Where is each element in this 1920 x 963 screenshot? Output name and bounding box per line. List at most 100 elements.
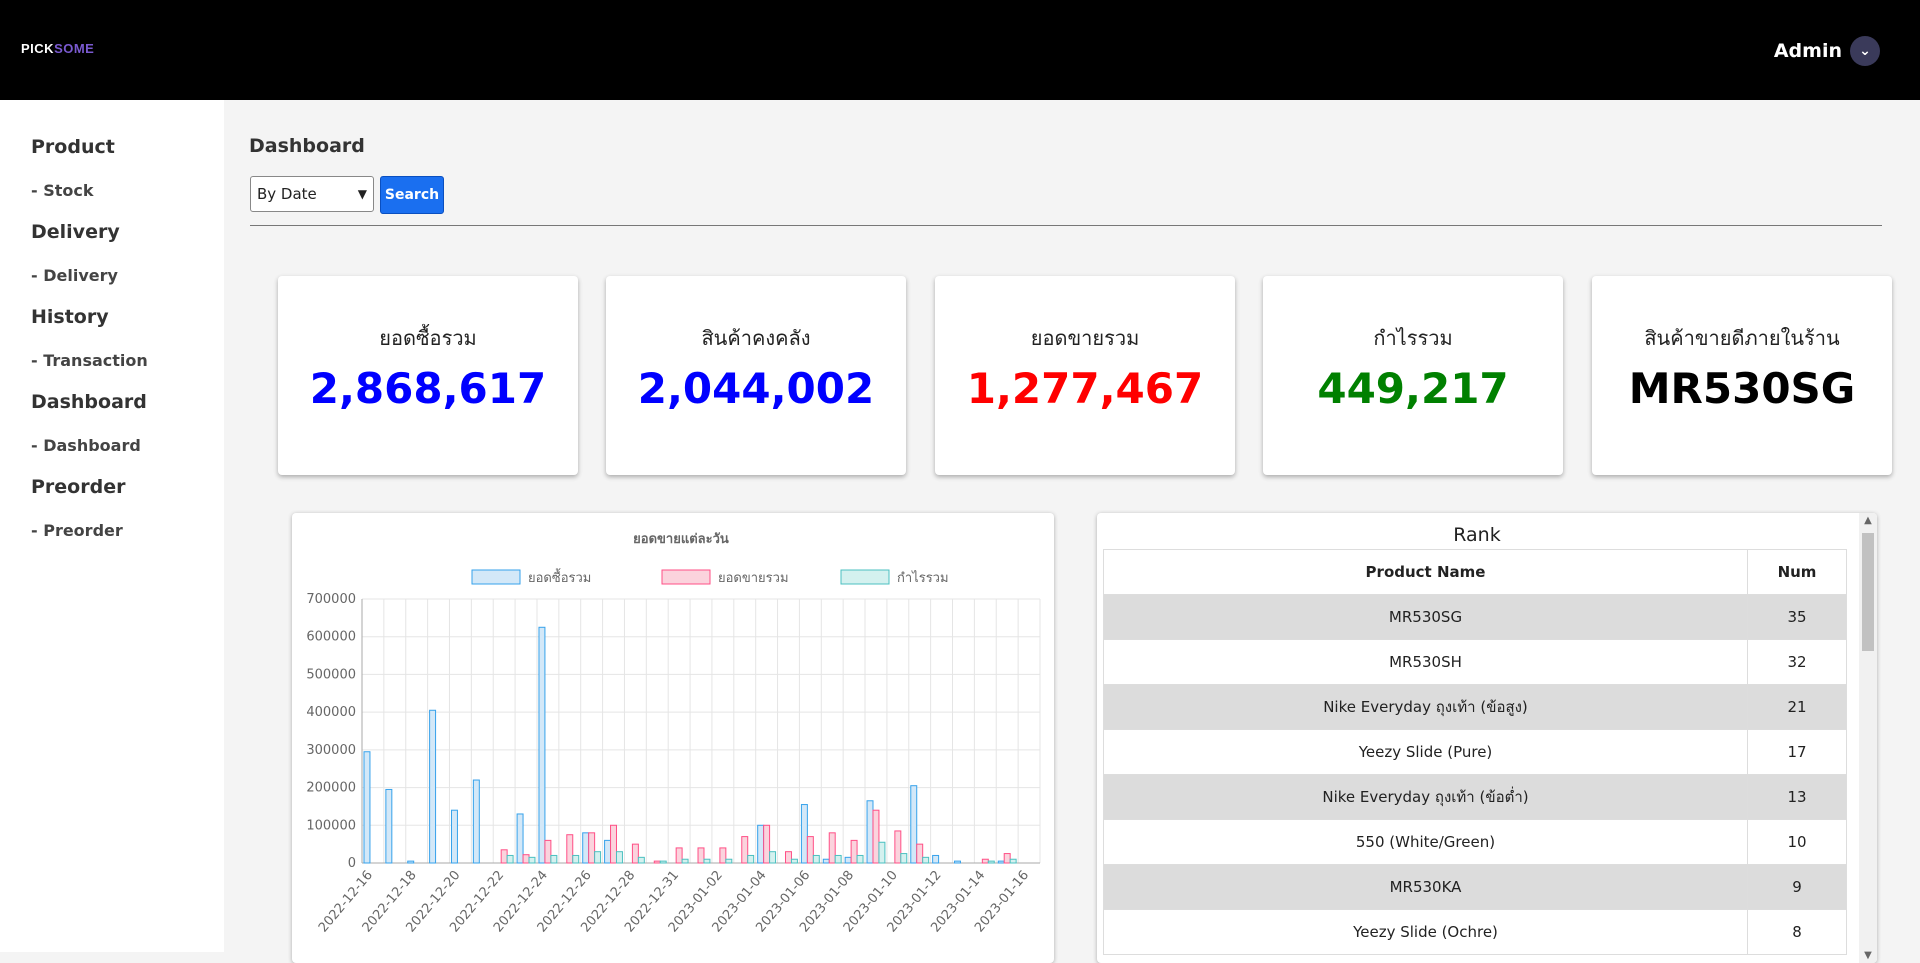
top-navbar: PICKSOME Admin ⌄ xyxy=(0,0,1920,100)
sidebar-item-delivery[interactable]: - Delivery xyxy=(31,266,118,285)
sidebar-item-dashboard[interactable]: - Dashboard xyxy=(31,436,141,455)
rank-table: Product Name Num MR530SG 35 MR530SH 32 Nik… xyxy=(1103,549,1847,955)
table-row: Yeezy Slide (Ochre) 8 xyxy=(1103,909,1847,955)
stat-card-inventory: สินค้าคงคลัง 2,044,002 xyxy=(606,276,906,475)
product-name-cell: Yeezy Slide (Ochre) xyxy=(1103,909,1748,955)
legend-swatch xyxy=(840,569,890,585)
logo-text-main: PICK xyxy=(21,41,55,56)
num-cell: 35 xyxy=(1747,594,1847,640)
sidebar-heading-dashboard[interactable]: Dashboard xyxy=(31,391,147,413)
bar xyxy=(363,751,371,864)
table-row: MR530SH 32 xyxy=(1103,639,1847,685)
bar xyxy=(922,856,930,864)
y-tick-label: 100000 xyxy=(306,818,356,833)
sidebar-item-stock[interactable]: - Stock xyxy=(31,181,94,200)
column-header-product-name[interactable]: Product Name xyxy=(1103,549,1748,595)
bar xyxy=(528,856,536,864)
bar xyxy=(582,832,590,864)
bar xyxy=(506,854,514,864)
rank-scrollbar[interactable]: ▲ ▼ xyxy=(1859,513,1877,963)
bar xyxy=(850,839,858,864)
table-header-row: Product Name Num xyxy=(1103,549,1847,595)
column-header-num[interactable]: Num xyxy=(1747,549,1847,595)
stat-label: สินค้าขายดีภายในร้าน xyxy=(1644,326,1840,350)
scroll-thumb[interactable] xyxy=(1862,533,1874,651)
product-name-cell: MR530KA xyxy=(1103,864,1748,910)
bar xyxy=(900,853,908,864)
stat-card-best-seller: สินค้าขายดีภายในร้าน MR530SG xyxy=(1592,276,1892,475)
bar xyxy=(828,832,836,864)
sidebar-item-transaction[interactable]: - Transaction xyxy=(31,351,148,370)
bar xyxy=(741,836,749,864)
stat-label: ยอดซื้อรวม xyxy=(379,326,477,350)
y-tick-label: 0 xyxy=(348,856,356,871)
bar xyxy=(878,841,886,864)
daily-sales-chart-panel: ยอดขายแต่ละวัน ยอดซื้อรวม ยอดขายรวม กำไรรวม… xyxy=(292,513,1054,963)
brand-logo[interactable]: PICKSOME xyxy=(21,41,94,56)
table-row: Nike Everyday ถุงเท้า (ข้อต่ำ) 13 xyxy=(1103,774,1847,820)
bar xyxy=(407,860,415,864)
bar xyxy=(637,856,645,864)
sidebar-heading-preorder[interactable]: Preorder xyxy=(31,476,126,498)
chart-title: ยอดขายแต่ละวัน xyxy=(633,532,729,547)
bar xyxy=(697,847,705,864)
bar xyxy=(866,800,874,864)
bar xyxy=(812,854,820,864)
bar xyxy=(385,788,393,864)
chevron-down-icon[interactable]: ⌄ xyxy=(1850,36,1880,66)
y-tick-label: 500000 xyxy=(306,667,356,682)
bar xyxy=(429,709,437,864)
bar xyxy=(790,858,798,864)
stat-value: 1,277,467 xyxy=(966,364,1204,413)
search-button[interactable]: Search xyxy=(380,176,444,214)
sidebar-item-preorder[interactable]: - Preorder xyxy=(31,521,123,540)
bar xyxy=(544,839,552,864)
stat-label: ยอดขายรวม xyxy=(1030,326,1140,350)
legend-swatch xyxy=(471,569,521,585)
legend-label: กำไรรวม xyxy=(897,570,949,586)
product-name-cell: 550 (White/Green) xyxy=(1103,819,1748,865)
bar xyxy=(834,854,842,864)
page-title: Dashboard xyxy=(249,135,365,157)
bar xyxy=(981,858,989,864)
table-row: MR530KA 9 xyxy=(1103,864,1847,910)
bar xyxy=(757,824,765,864)
bar xyxy=(806,836,814,864)
user-menu[interactable]: Admin ⌄ xyxy=(1774,36,1880,66)
rank-title: Rank xyxy=(1453,524,1501,546)
date-filter-select[interactable]: By Date ▼ xyxy=(250,176,374,212)
num-cell: 17 xyxy=(1747,729,1847,775)
bar xyxy=(588,832,596,864)
bar xyxy=(872,809,880,864)
filter-selected-value: By Date xyxy=(257,185,317,203)
logo-text-accent: SOME xyxy=(54,41,95,56)
bar xyxy=(610,824,617,864)
bar xyxy=(785,851,792,864)
sidebar: Product - Stock Delivery - Delivery Hist… xyxy=(0,100,224,952)
sidebar-heading-history[interactable]: History xyxy=(31,306,109,328)
bar xyxy=(681,858,689,864)
y-tick-label: 600000 xyxy=(306,630,356,645)
bar xyxy=(472,779,480,864)
scroll-down-icon[interactable]: ▼ xyxy=(1864,950,1872,961)
bar xyxy=(522,854,530,864)
table-row: 550 (White/Green) 10 xyxy=(1103,819,1847,865)
product-name-cell: MR530SH xyxy=(1103,639,1748,685)
bar xyxy=(659,860,667,864)
num-cell: 13 xyxy=(1747,774,1847,820)
sidebar-heading-product[interactable]: Product xyxy=(31,136,115,158)
stat-value: 2,868,617 xyxy=(309,364,547,413)
bar xyxy=(1009,858,1017,864)
legend-label: ยอดซื้อรวม xyxy=(528,568,591,586)
bar xyxy=(653,860,661,864)
bar xyxy=(954,860,961,864)
bar xyxy=(800,804,808,864)
bar xyxy=(844,856,852,864)
sidebar-heading-delivery[interactable]: Delivery xyxy=(31,221,120,243)
stat-card-total-sales: ยอดขายรวม 1,277,467 xyxy=(935,276,1235,475)
rank-panel: Rank Product Name Num MR530SG 35 MR530SH 3… xyxy=(1097,513,1877,963)
scroll-up-icon[interactable]: ▲ xyxy=(1864,515,1872,526)
bar xyxy=(604,839,612,864)
product-name-cell: Nike Everyday ถุงเท้า (ข้อต่ำ) xyxy=(1103,774,1748,820)
bar xyxy=(997,860,1005,864)
